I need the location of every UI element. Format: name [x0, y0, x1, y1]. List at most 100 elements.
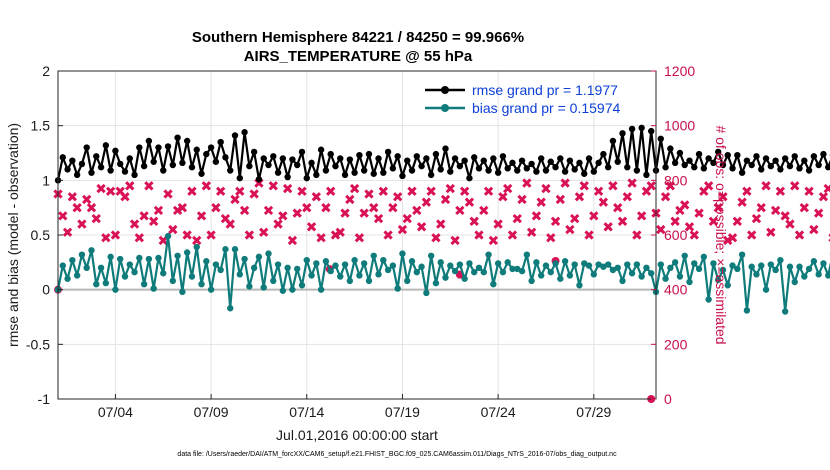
rmse-point	[198, 170, 205, 177]
bias-point	[801, 273, 808, 280]
x-tick-label: 07/24	[481, 404, 516, 420]
obs-assimilated-marker	[91, 213, 101, 224]
obs-assimilated-stroke	[579, 181, 589, 191]
rmse-point	[97, 164, 105, 171]
obs-assimilated-marker	[215, 186, 226, 196]
chart-subtitle: AIRS_TEMPERATURE @ 55 hPa	[244, 48, 473, 65]
obs-assimilated-marker	[416, 222, 427, 232]
bias-point	[102, 279, 110, 287]
bias-point	[695, 265, 703, 273]
bias-point	[183, 249, 191, 256]
obs-assimilated-stroke	[660, 192, 671, 202]
obs-assimilated-stroke	[813, 208, 824, 218]
obs-assimilated-marker	[550, 216, 561, 226]
obs-assimilated-marker	[507, 230, 518, 240]
rmse-point	[714, 148, 722, 156]
bias-point	[810, 258, 818, 265]
obs-assimilated-marker	[627, 178, 637, 188]
rmse-point	[638, 124, 645, 132]
obs-assimilated-marker	[546, 233, 556, 243]
bias-point	[791, 278, 798, 286]
bias-point	[724, 282, 731, 289]
obs-assimilated-marker	[440, 194, 451, 205]
bias-point	[265, 250, 272, 257]
obs-assimilated-stroke	[732, 216, 742, 226]
obs-assimilated-marker	[349, 183, 360, 194]
bias-point	[207, 286, 215, 293]
rmse-point	[73, 171, 81, 179]
rmse-point	[102, 142, 110, 149]
obs-assimilated-stroke	[646, 181, 656, 191]
obs-assimilated-marker	[703, 181, 714, 191]
obs-assimilated-marker	[766, 227, 776, 237]
obs-assimilated-marker	[244, 230, 255, 240]
bias-point	[78, 251, 86, 258]
obs-assimilated-marker	[747, 230, 757, 240]
y-right-tick-label: 1200	[664, 63, 695, 79]
obs-assimilated-marker	[230, 194, 240, 205]
bias-point	[88, 247, 95, 254]
bias-point	[236, 271, 243, 278]
bias-point	[193, 243, 200, 251]
bias-point	[313, 260, 320, 267]
bias-point	[676, 273, 684, 280]
obs-assimilated-marker	[464, 197, 475, 207]
obs-assimilated-marker	[340, 208, 350, 218]
bias-point	[662, 275, 669, 282]
obs-assimilated-marker	[426, 186, 436, 196]
bias-point	[514, 265, 521, 273]
obs-assimilated-stroke	[239, 205, 250, 216]
obs-assimilated-marker	[187, 186, 197, 196]
bias-point	[227, 305, 234, 312]
bias-point	[198, 281, 205, 288]
obs-assimilated-marker	[512, 213, 522, 224]
obs-assimilated-marker	[268, 181, 278, 191]
bias-point	[126, 261, 133, 268]
obs-assimilated-stroke	[498, 192, 508, 202]
obs-assimilated-marker	[67, 192, 78, 202]
obs-assimilated-marker	[58, 211, 68, 221]
obs-assimilated-stroke	[550, 216, 561, 226]
bias-point	[356, 272, 363, 279]
obs-assimilated-marker	[82, 194, 92, 205]
bias-point	[796, 263, 803, 270]
bias-point	[758, 262, 765, 269]
rmse-point	[791, 153, 798, 160]
rmse-point	[590, 168, 598, 175]
obs-assimilated-stroke	[373, 213, 384, 224]
obs-assimilated-marker	[86, 203, 97, 213]
obs-assimilated-marker	[517, 194, 527, 205]
rmse-point	[514, 167, 521, 174]
bias-point	[404, 277, 411, 285]
y-tick-label: 2	[42, 63, 50, 79]
bias-point	[729, 262, 736, 269]
rmse-point	[648, 127, 655, 135]
bias-point	[451, 267, 459, 275]
bias-point	[284, 264, 291, 271]
axis-ticks: -1 -0.5 0 0.5 1 1.5 2 0 200 400 600 800 1000 1200 07/0…	[26, 63, 695, 420]
obs-assimilated-marker	[373, 213, 384, 224]
bias-point	[566, 272, 574, 279]
bias-point	[461, 275, 468, 282]
bias-point	[504, 259, 511, 266]
bias-point	[294, 265, 301, 273]
obs-assimilated-stroke	[187, 186, 197, 196]
bias-point	[69, 256, 76, 264]
rmse-point	[437, 166, 444, 173]
obs-assimilated-stroke	[297, 186, 307, 196]
rmse-point	[64, 166, 71, 173]
obs-assimilated-stroke	[794, 230, 805, 240]
rmse-point	[274, 169, 282, 176]
bias-point	[64, 275, 71, 282]
rmse-point	[322, 167, 330, 174]
bias-point	[255, 253, 263, 261]
obs-assimilated-marker	[101, 233, 111, 243]
obs-assimilated-marker	[560, 178, 570, 188]
chart-title: Southern Hemisphere 84221 / 84250 = 99.9…	[192, 29, 524, 46]
rmse-point	[169, 161, 177, 169]
bias-point	[160, 270, 167, 277]
obs-assimilated-stroke	[756, 203, 766, 213]
obs-assimilated-marker	[378, 186, 388, 196]
obs-assimilated-stroke	[445, 183, 455, 194]
obs-assimilated-marker	[311, 192, 321, 202]
